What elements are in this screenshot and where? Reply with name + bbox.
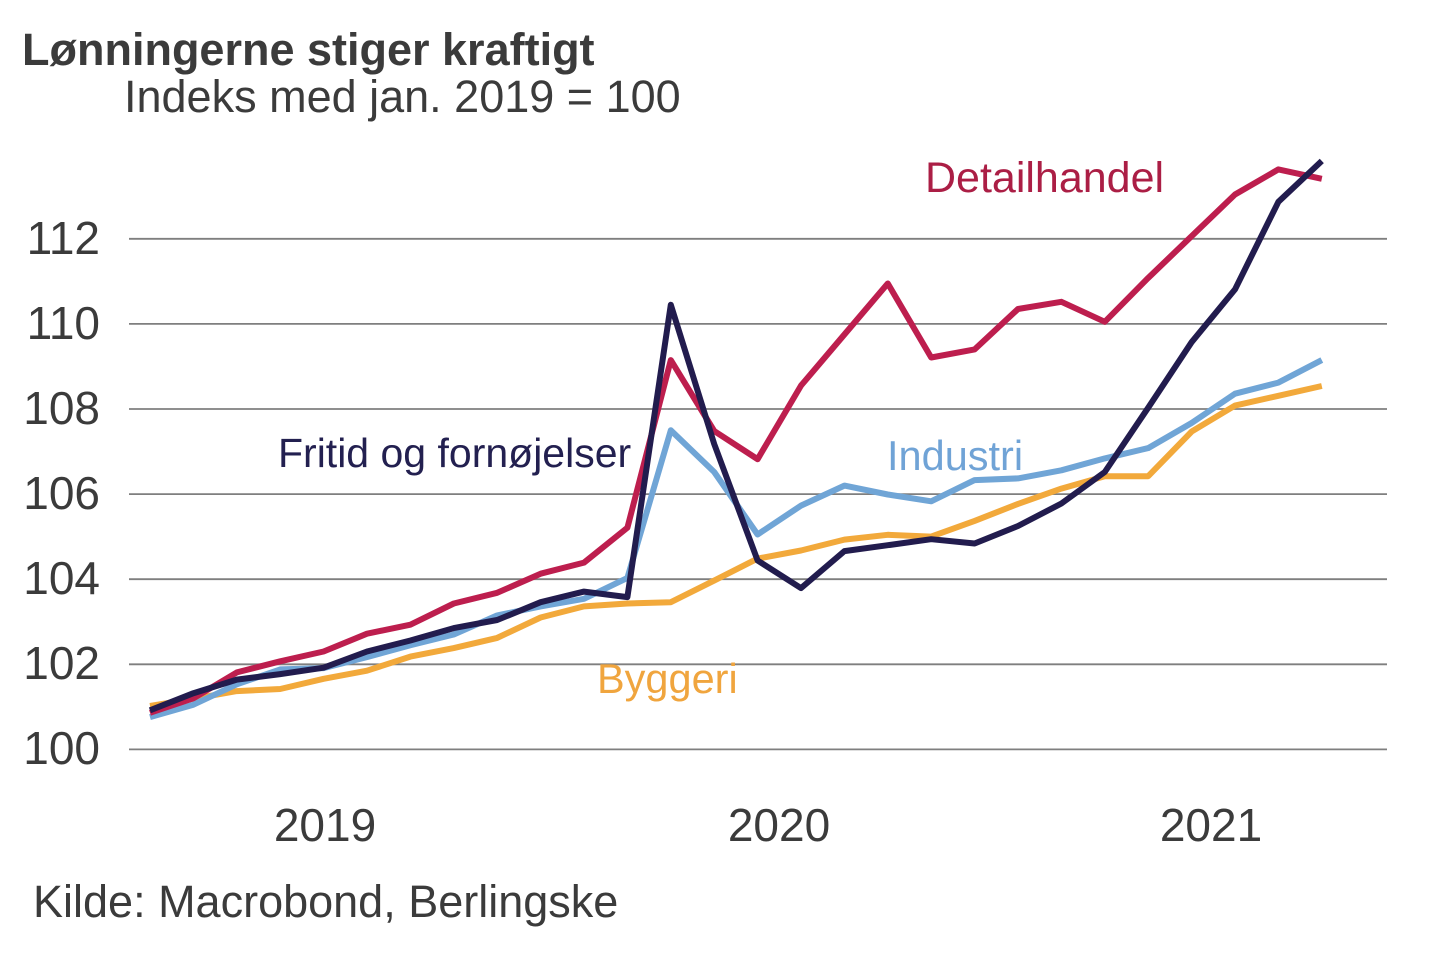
svg-text:2021: 2021: [1160, 799, 1262, 851]
svg-text:Detailhandel: Detailhandel: [925, 154, 1164, 202]
svg-text:2019: 2019: [274, 799, 376, 851]
svg-text:110: 110: [27, 297, 100, 349]
svg-text:Lønningerne stiger kraftigt: Lønningerne stiger kraftigt: [22, 24, 595, 75]
svg-text:Industri: Industri: [887, 432, 1023, 479]
svg-text:100: 100: [23, 722, 100, 774]
svg-text:Kilde: Macrobond, Berlingske: Kilde: Macrobond, Berlingske: [33, 876, 618, 927]
svg-text:112: 112: [27, 212, 100, 264]
svg-text:2020: 2020: [728, 799, 830, 851]
svg-text:108: 108: [23, 382, 100, 434]
svg-text:102: 102: [23, 637, 100, 689]
svg-text:104: 104: [23, 552, 100, 604]
svg-text:Indeks med jan. 2019 = 100: Indeks med jan. 2019 = 100: [124, 71, 681, 122]
svg-text:106: 106: [23, 467, 100, 519]
svg-text:Fritid og fornøjelser: Fritid og fornøjelser: [278, 430, 631, 476]
svg-text:Byggeri: Byggeri: [597, 655, 738, 702]
